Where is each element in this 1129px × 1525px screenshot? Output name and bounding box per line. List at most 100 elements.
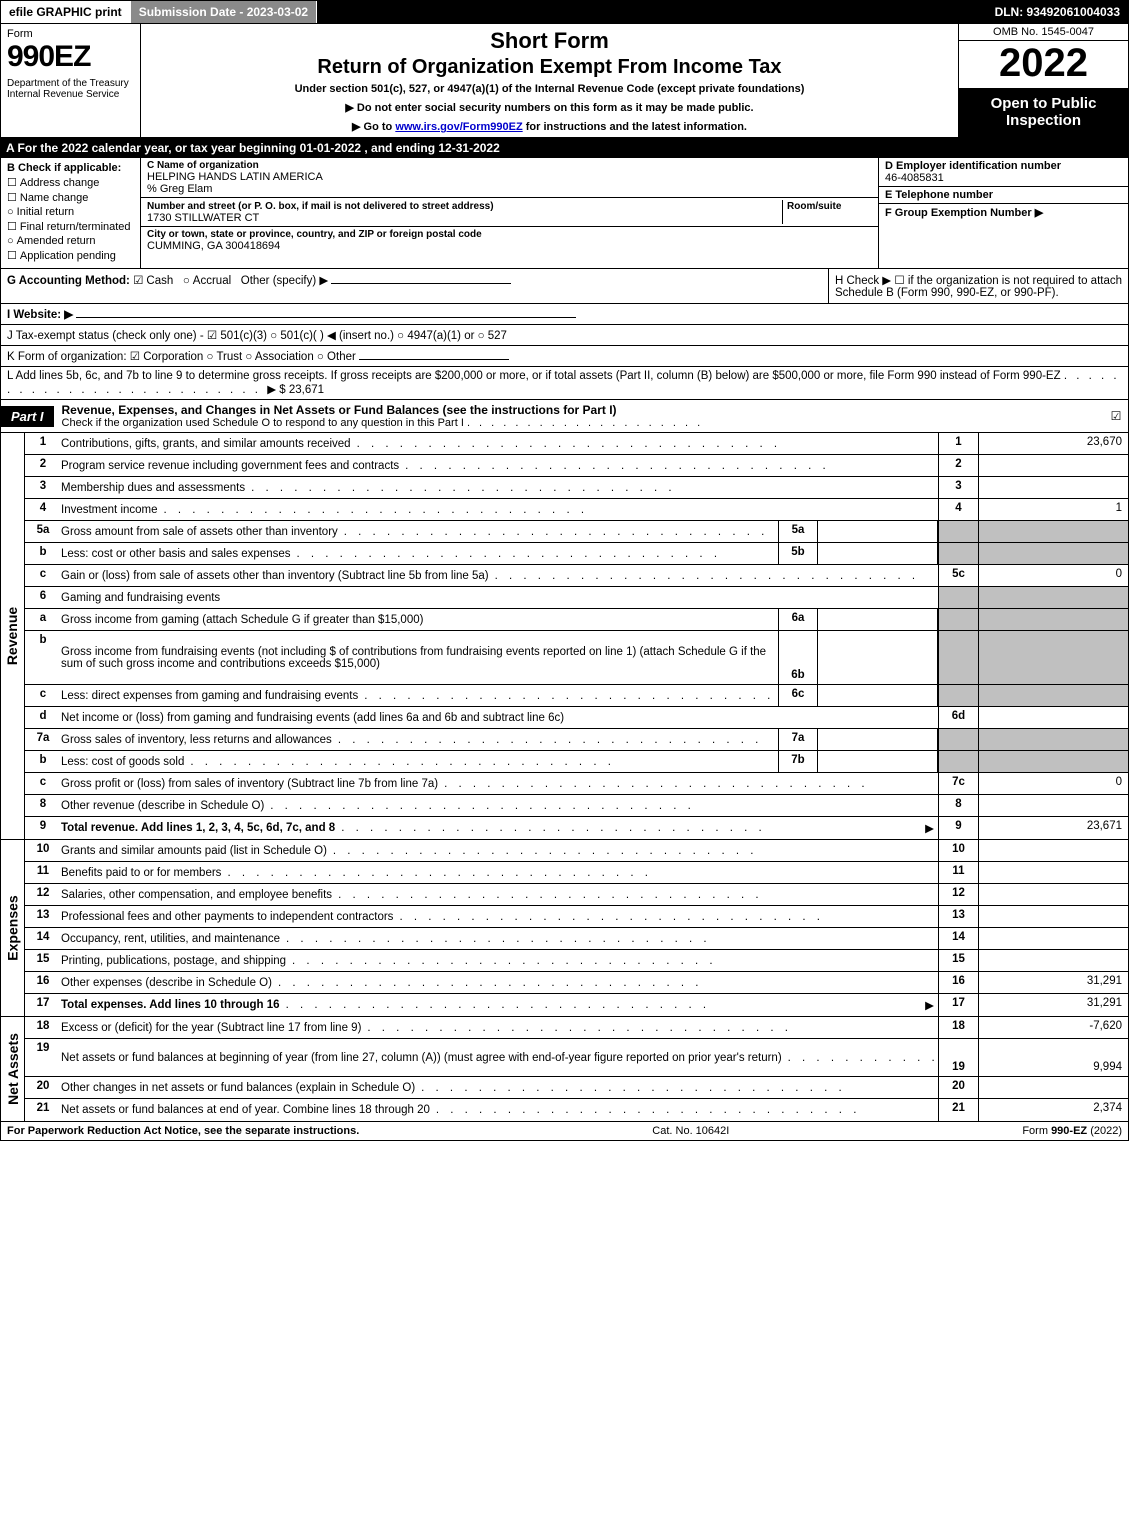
chk-initial-return[interactable]: Initial return: [7, 206, 134, 218]
accounting-cash[interactable]: Cash: [133, 275, 173, 287]
row-20-num: 20: [25, 1077, 61, 1098]
row-8-desc: Other revenue (describe in Schedule O). …: [61, 795, 938, 816]
website-input[interactable]: [76, 317, 576, 318]
row-6c-num: c: [25, 685, 61, 706]
row-5b: b Less: cost or other basis and sales ex…: [25, 543, 1128, 565]
part1-header: Part I Revenue, Expenses, and Changes in…: [0, 400, 1129, 433]
row-18-linenum: 18: [938, 1017, 978, 1038]
line-k-other-input[interactable]: [359, 359, 509, 360]
row-11-amount: [978, 862, 1128, 883]
row-7b-subbox: 7b: [778, 751, 818, 772]
subtitle-ssn: ▶ Do not enter social security numbers o…: [147, 101, 952, 114]
line-l-amount: ▶ $ 23,671: [267, 384, 324, 396]
row-10-desc: Grants and similar amounts paid (list in…: [61, 840, 938, 861]
line-l-text: L Add lines 5b, 6c, and 7b to line 9 to …: [7, 370, 1061, 382]
row-6d: d Net income or (loss) from gaming and f…: [25, 707, 1128, 729]
row-5a-linenum: [938, 521, 978, 542]
expense-rows: 10 Grants and similar amounts paid (list…: [25, 840, 1128, 1016]
row-6c-desc: Less: direct expenses from gaming and fu…: [61, 685, 778, 706]
row-6d-amount: [978, 707, 1128, 728]
row-5b-linenum: [938, 543, 978, 564]
footer-left: For Paperwork Reduction Act Notice, see …: [7, 1125, 359, 1137]
chk-address-change[interactable]: Address change: [7, 176, 134, 189]
title-return: Return of Organization Exempt From Incom…: [147, 56, 952, 79]
row-16-amount: 31,291: [978, 972, 1128, 993]
chk-name-change[interactable]: Name change: [7, 191, 134, 204]
vlabel-net-assets: Net Assets: [1, 1017, 25, 1121]
row-5c-amount: 0: [978, 565, 1128, 586]
chk-final-return[interactable]: Final return/terminated: [7, 220, 134, 233]
row-5a-subbox: 5a: [778, 521, 818, 542]
row-7b-num: b: [25, 751, 61, 772]
row-16-desc: Other expenses (describe in Schedule O).…: [61, 972, 938, 993]
box-def: D Employer identification number 46-4085…: [878, 158, 1128, 268]
row-8: 8 Other revenue (describe in Schedule O)…: [25, 795, 1128, 817]
row-6c: c Less: direct expenses from gaming and …: [25, 685, 1128, 707]
row-6c-subval: [818, 685, 938, 706]
row-19-amount: 9,994: [978, 1039, 1128, 1076]
row-5b-desc: Less: cost or other basis and sales expe…: [61, 543, 778, 564]
row-7b-desc: Less: cost of goods sold. . . . . . . . …: [61, 751, 778, 772]
row-13-linenum: 13: [938, 906, 978, 927]
row-4-amount: 1: [978, 499, 1128, 520]
row-21: 21 Net assets or fund balances at end of…: [25, 1099, 1128, 1121]
row-1: 1 Contributions, gifts, grants, and simi…: [25, 433, 1128, 455]
row-7b-subval: [818, 751, 938, 772]
row-3-linenum: 3: [938, 477, 978, 498]
row-17-linenum: 17: [938, 994, 978, 1016]
line-i-website: I Website: ▶: [0, 304, 1129, 325]
row-6c-linenum: [938, 685, 978, 706]
row-16-num: 16: [25, 972, 61, 993]
row-7c: c Gross profit or (loss) from sales of i…: [25, 773, 1128, 795]
row-5a-num: 5a: [25, 521, 61, 542]
row-15-amount: [978, 950, 1128, 971]
vlabel-revenue: Revenue: [1, 433, 25, 839]
street-row: Number and street (or P. O. box, if mail…: [141, 198, 878, 227]
row-7c-amount: 0: [978, 773, 1128, 794]
row-16: 16 Other expenses (describe in Schedule …: [25, 972, 1128, 994]
row-6b-amount: [978, 631, 1128, 684]
vlabel-expenses: Expenses: [1, 840, 25, 1016]
row-19-linenum: 19: [938, 1039, 978, 1076]
row-6c-amount: [978, 685, 1128, 706]
row-21-num: 21: [25, 1099, 61, 1121]
row-14-desc: Occupancy, rent, utilities, and maintena…: [61, 928, 938, 949]
row-6-amount: [978, 587, 1128, 608]
expenses-block: Expenses 10 Grants and similar amounts p…: [0, 840, 1129, 1017]
efile-print[interactable]: efile GRAPHIC print: [1, 1, 131, 23]
row-4-num: 4: [25, 499, 61, 520]
chk-application-pending[interactable]: Application pending: [7, 249, 134, 262]
row-7b-amount: [978, 751, 1128, 772]
box-b: B Check if applicable: Address change Na…: [1, 158, 141, 268]
row-8-amount: [978, 795, 1128, 816]
line-g: G Accounting Method: Cash Accrual Other …: [1, 269, 828, 303]
row-5b-subval: [818, 543, 938, 564]
row-9-num: 9: [25, 817, 61, 839]
row-5a-subval: [818, 521, 938, 542]
part1-schedule-o-check[interactable]: ☑: [1104, 409, 1128, 423]
arrow-icon: ▶: [925, 998, 934, 1012]
row-7a-num: 7a: [25, 729, 61, 750]
row-6d-desc: Net income or (loss) from gaming and fun…: [61, 707, 938, 728]
row-6c-subbox: 6c: [778, 685, 818, 706]
row-19-desc: Net assets or fund balances at beginning…: [61, 1039, 938, 1076]
accounting-accrual[interactable]: Accrual: [183, 275, 231, 287]
box-b-header: B Check if applicable:: [7, 162, 134, 174]
submission-date: Submission Date - 2023-03-02: [131, 1, 317, 23]
row-2-desc: Program service revenue including govern…: [61, 455, 938, 476]
chk-amended-return[interactable]: Amended return: [7, 235, 134, 247]
form-number: 990EZ: [7, 40, 134, 74]
row-17: 17 Total expenses. Add lines 10 through …: [25, 994, 1128, 1016]
row-20: 20 Other changes in net assets or fund b…: [25, 1077, 1128, 1099]
city-label: City or town, state or province, country…: [147, 229, 872, 240]
row-18-desc: Excess or (deficit) for the year (Subtra…: [61, 1017, 938, 1038]
row-6a-subbox: 6a: [778, 609, 818, 630]
accounting-other-input[interactable]: [331, 283, 511, 284]
irs-link[interactable]: www.irs.gov/Form990EZ: [395, 121, 522, 133]
form-header: Form 990EZ Department of the Treasury In…: [0, 24, 1129, 138]
row-5b-amount: [978, 543, 1128, 564]
row-6b-desc: Gross income from fundraising events (no…: [61, 631, 778, 684]
accounting-other[interactable]: Other (specify) ▶: [241, 275, 328, 287]
row-15-num: 15: [25, 950, 61, 971]
row-17-amount: 31,291: [978, 994, 1128, 1016]
